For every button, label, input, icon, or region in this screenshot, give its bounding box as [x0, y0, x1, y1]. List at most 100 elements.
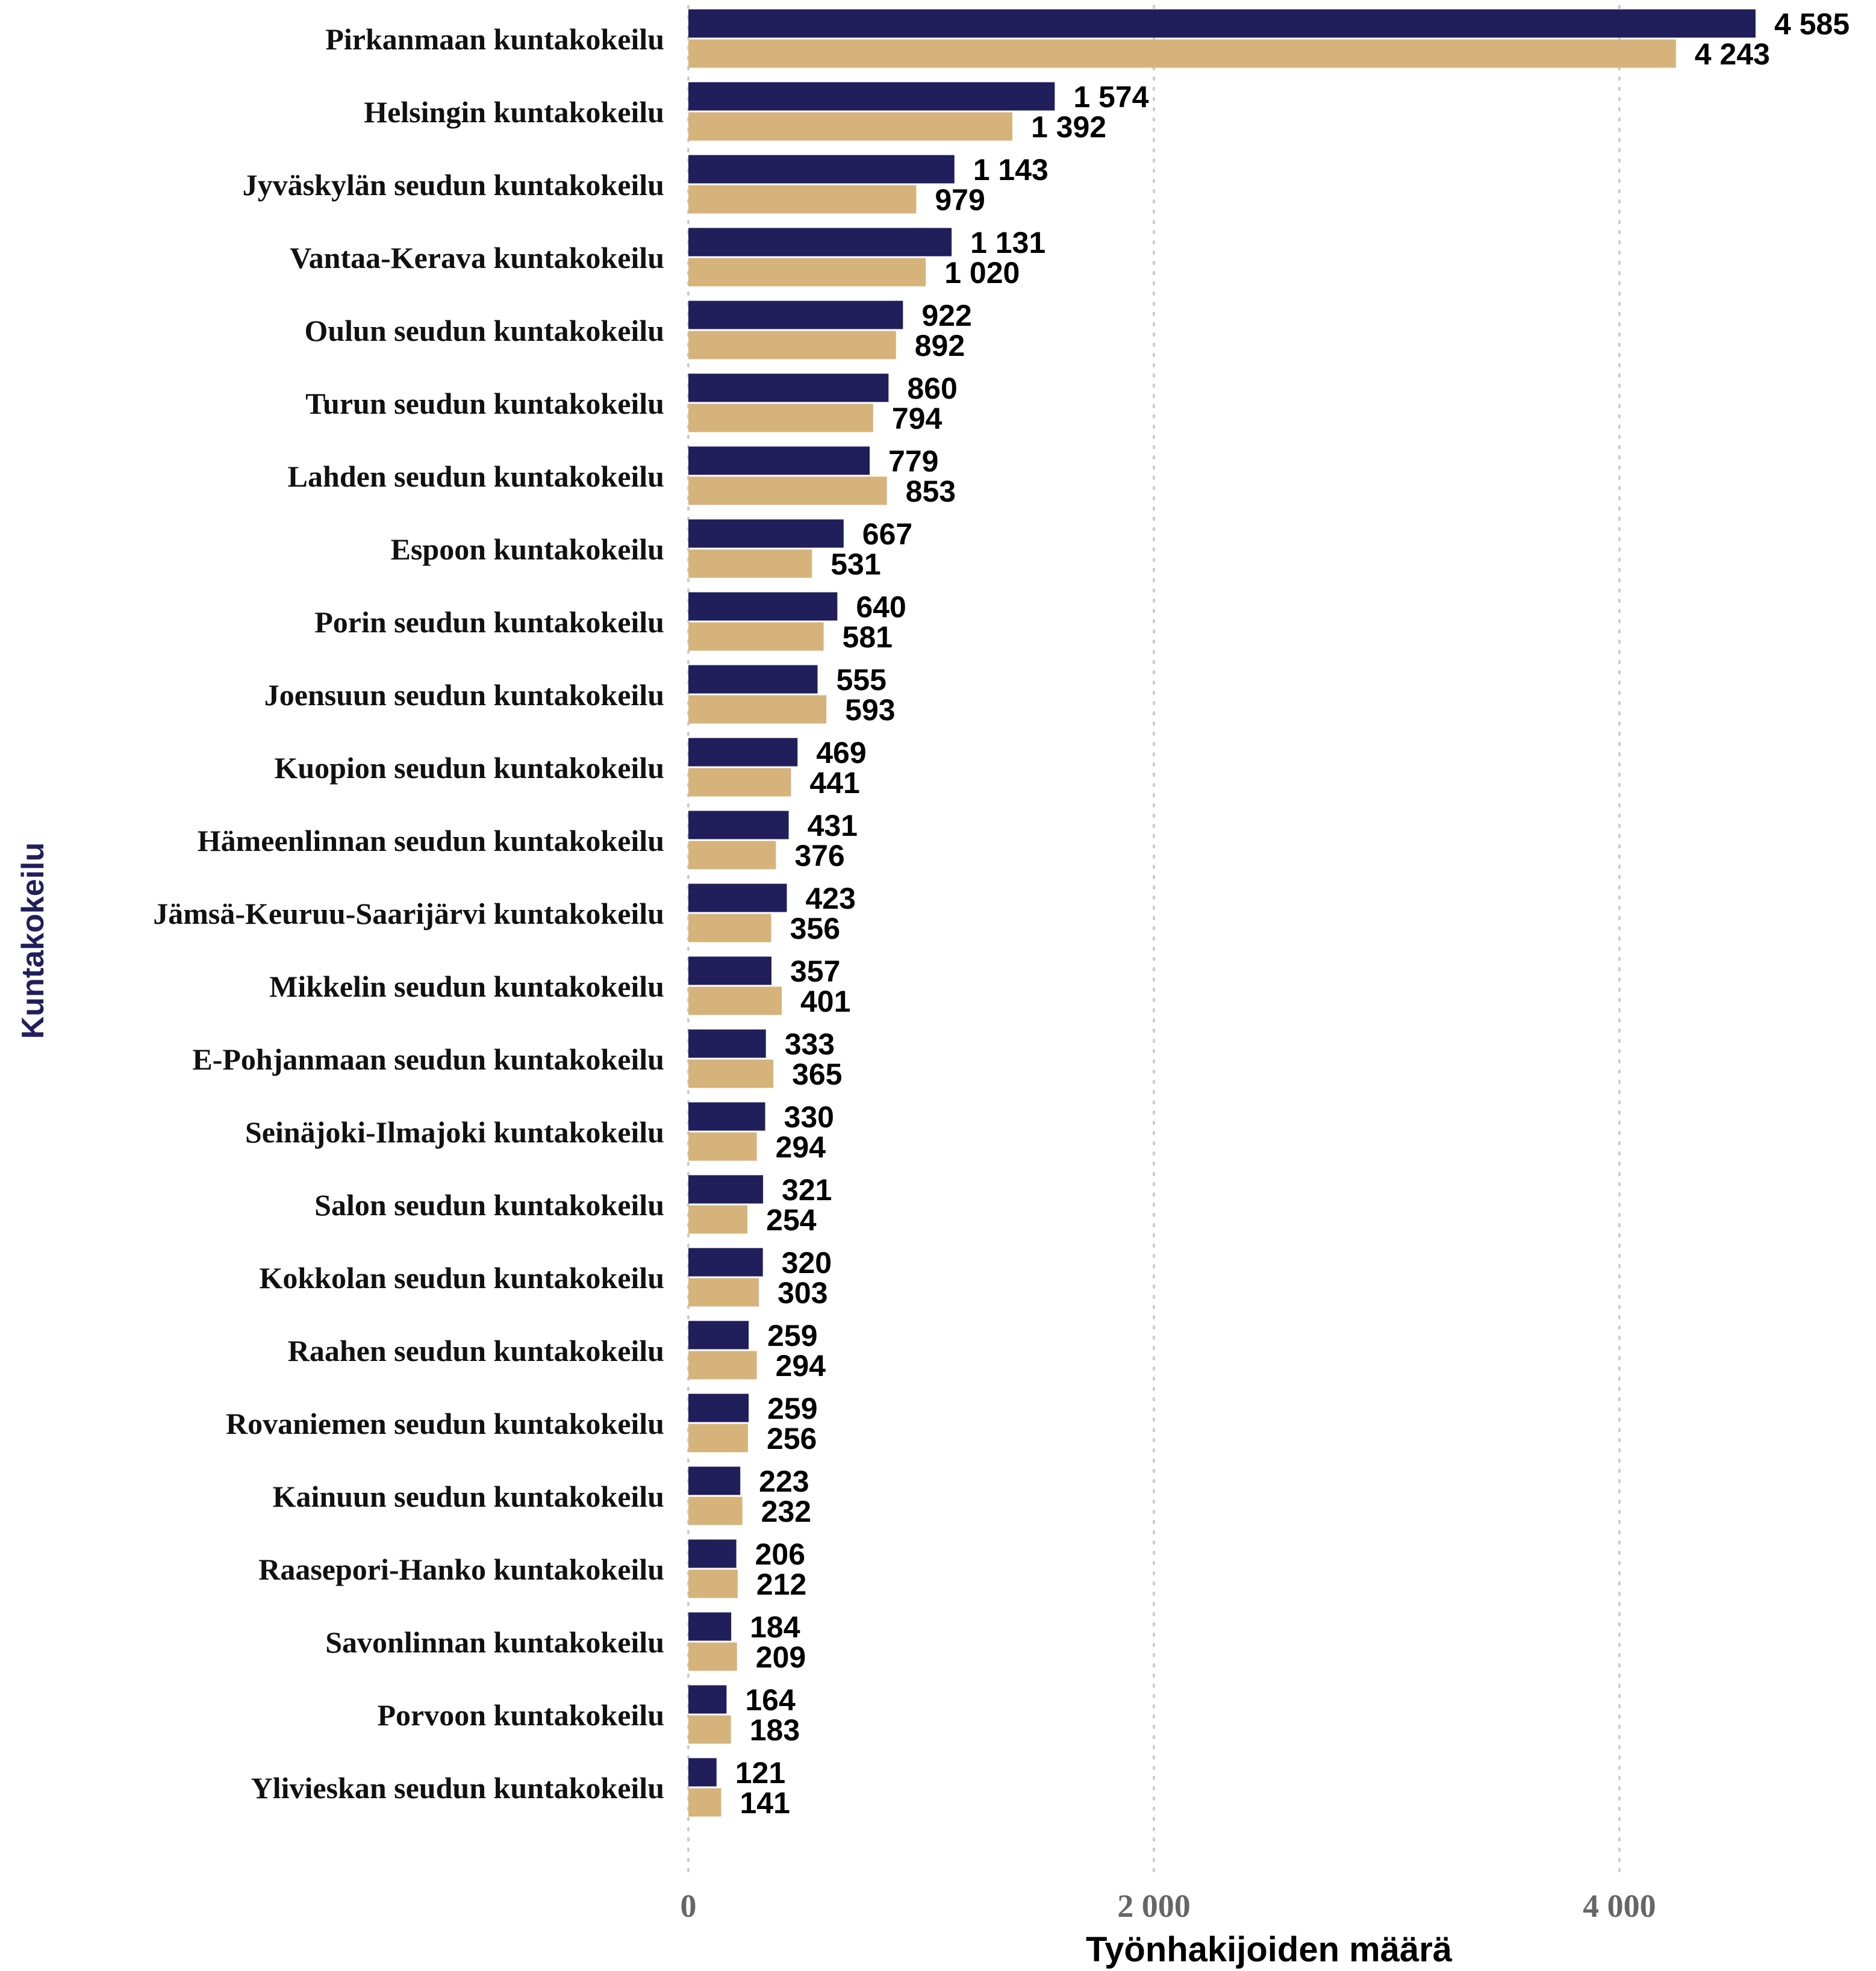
bar-series-2 [688, 258, 926, 287]
bar-series-2 [688, 1642, 737, 1671]
value-label-series-2: 581 [843, 620, 893, 654]
bar-series-2 [688, 1278, 759, 1307]
value-label-series-2: 141 [740, 1786, 790, 1820]
bar-series-1 [688, 1102, 765, 1131]
bar-series-2 [688, 1788, 721, 1817]
bar-series-2 [688, 914, 771, 942]
category-label: Pirkanmaan kuntakokeilu [325, 22, 664, 56]
bar-series-2 [688, 1059, 774, 1088]
bar-series-1 [688, 1539, 737, 1568]
value-label-series-2: 356 [790, 912, 840, 945]
category-label: Vantaa-Kerava kuntakokeilu [290, 241, 664, 275]
value-label-series-1: 667 [862, 517, 912, 551]
value-label-series-1: 330 [784, 1100, 834, 1134]
value-label-series-2: 256 [767, 1422, 817, 1456]
value-label-series-1: 469 [816, 736, 866, 770]
bar-series-2 [688, 1496, 743, 1525]
value-label-series-2: 892 [915, 329, 965, 363]
value-label-series-1: 640 [856, 590, 906, 624]
value-label-series-1: 779 [888, 444, 938, 478]
bar-series-2 [688, 1715, 731, 1744]
category-label: Seinäjoki-Ilmajoki kuntakokeilu [245, 1115, 664, 1149]
bar-series-2 [688, 549, 812, 578]
x-tick-labels: 0 2 000 4 000 [681, 1888, 1656, 1924]
value-label-series-1: 4 585 [1774, 7, 1850, 41]
value-label-series-2: 441 [809, 766, 859, 800]
value-label-series-1: 1 131 [970, 226, 1046, 260]
x-tick-label-0: 0 [681, 1888, 697, 1924]
category-label: Raasepori-Hanko kuntakokeilu [258, 1552, 664, 1586]
value-label-series-1: 320 [782, 1246, 832, 1280]
value-label-series-2: 593 [845, 693, 895, 727]
x-tick-label-1: 2 000 [1117, 1888, 1191, 1924]
value-label-series-2: 212 [756, 1568, 806, 1601]
category-label: Hämeenlinnan seudun kuntakokeilu [198, 824, 664, 858]
bar-series-1 [688, 1393, 749, 1422]
value-label-series-2: 531 [830, 547, 880, 581]
value-label-series-1: 184 [750, 1610, 800, 1644]
bar-series-2 [688, 841, 776, 870]
bar-series-1 [688, 1466, 741, 1495]
bar-series-1 [688, 883, 787, 912]
bar-series-2 [688, 986, 782, 1015]
category-label: Ylivieskan seudun kuntakokeilu [251, 1771, 664, 1805]
value-label-series-1: 357 [790, 954, 840, 988]
bar-series-2 [688, 1205, 748, 1234]
value-label-series-2: 254 [766, 1203, 817, 1237]
value-label-series-2: 365 [792, 1057, 842, 1091]
bar-series-1 [688, 228, 952, 257]
bar-series-2 [688, 1569, 738, 1598]
category-label: Kokkolan seudun kuntakokeilu [259, 1261, 664, 1295]
bar-series-1 [688, 738, 798, 767]
bar-series-1 [688, 1248, 763, 1277]
bar-series-1 [688, 155, 955, 184]
bar-series-1 [688, 665, 818, 694]
value-label-series-1: 1 574 [1073, 80, 1148, 114]
category-label: Savonlinnan kuntakokeilu [325, 1625, 664, 1659]
category-label: Kainuun seudun kuntakokeilu [273, 1480, 664, 1513]
category-label: Jämsä-Keuruu-Saarijärvi kuntakokeilu [153, 897, 664, 930]
value-label-series-1: 121 [735, 1756, 785, 1790]
value-label-series-1: 555 [836, 663, 886, 697]
bar-series-1 [688, 1175, 764, 1204]
value-label-series-2: 401 [800, 985, 850, 1018]
value-label-series-1: 860 [907, 372, 957, 405]
category-label: Helsingin kuntakokeilu [364, 95, 664, 129]
category-label: Jyväskylän seudun kuntakokeilu [243, 168, 664, 202]
bar-series-2 [688, 331, 896, 360]
bar-series-2 [688, 768, 791, 797]
bars [688, 9, 1756, 1817]
bar-series-1 [688, 811, 789, 839]
x-axis-title: Työnhakijoiden määrä [1086, 1930, 1453, 1969]
value-label-series-1: 259 [767, 1392, 817, 1425]
bar-series-1 [688, 1758, 717, 1787]
category-label: Turun seudun kuntakokeilu [305, 387, 664, 420]
bar-series-1 [688, 446, 870, 475]
category-label: Porvoon kuntakokeilu [377, 1698, 664, 1732]
category-label: Oulun seudun kuntakokeilu [304, 314, 664, 347]
value-label-series-1: 333 [785, 1027, 835, 1061]
bar-series-2 [688, 695, 827, 724]
x-tick-label-2: 4 000 [1583, 1888, 1656, 1924]
bar-series-1 [688, 300, 903, 329]
value-label-series-1: 164 [745, 1683, 796, 1717]
bar-series-2 [688, 1351, 757, 1380]
value-label-series-1: 1 143 [973, 153, 1049, 187]
y-axis-title: Kuntakokeilu [16, 842, 51, 1039]
value-label-series-1: 922 [921, 299, 971, 332]
category-label: Mikkelin seudun kuntakokeilu [269, 970, 664, 1003]
value-label-series-2: 303 [778, 1276, 827, 1310]
category-label: E-Pohjanmaan seudun kuntakokeilu [192, 1042, 664, 1076]
value-label-series-2: 232 [761, 1495, 811, 1528]
bar-series-1 [688, 373, 889, 402]
bar-series-2 [688, 403, 873, 432]
value-label-series-2: 979 [935, 183, 985, 217]
value-label-series-2: 4 243 [1695, 37, 1770, 71]
category-label: Lahden seudun kuntakokeilu [288, 459, 664, 493]
bar-series-2 [688, 1132, 757, 1161]
bar-series-2 [688, 112, 1012, 141]
value-label-series-2: 794 [892, 402, 943, 435]
value-label-series-1: 423 [805, 882, 855, 915]
value-label-series-2: 183 [750, 1713, 800, 1747]
